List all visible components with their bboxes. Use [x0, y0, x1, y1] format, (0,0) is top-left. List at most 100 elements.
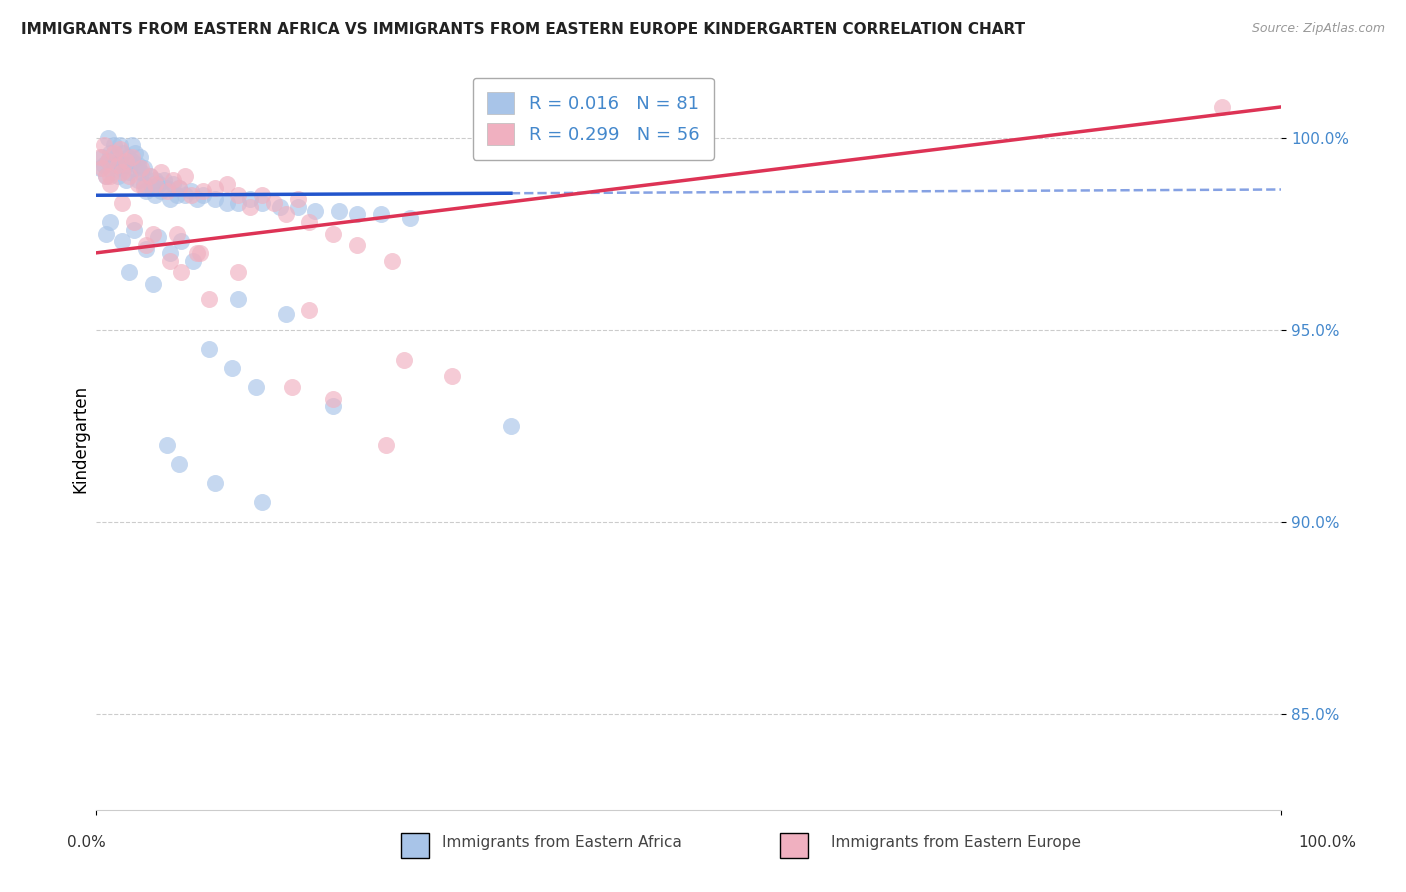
Point	[186, 192, 208, 206]
Point	[118, 169, 141, 183]
Point	[170, 265, 193, 279]
Point	[91, 150, 114, 164]
Point	[132, 161, 155, 176]
Point	[228, 292, 250, 306]
Point	[239, 200, 262, 214]
Point	[93, 157, 115, 171]
Point	[108, 138, 131, 153]
Point	[100, 146, 122, 161]
Point	[114, 173, 136, 187]
Point	[145, 173, 167, 187]
Point	[122, 161, 145, 176]
Point	[375, 438, 398, 452]
Point	[122, 215, 145, 229]
Point	[263, 196, 285, 211]
Point	[174, 188, 197, 202]
Point	[89, 150, 111, 164]
Point	[129, 161, 152, 176]
Point	[152, 173, 174, 187]
Point	[103, 157, 125, 171]
Point	[186, 245, 208, 260]
Point	[274, 207, 297, 221]
Point	[180, 188, 202, 202]
Point	[221, 361, 243, 376]
Point	[269, 200, 291, 214]
Point	[100, 177, 122, 191]
Point	[399, 211, 422, 226]
Point	[118, 265, 141, 279]
Point	[228, 196, 250, 211]
Point	[129, 150, 152, 164]
Point	[167, 180, 190, 194]
Point	[245, 380, 267, 394]
Point	[108, 153, 131, 168]
Point	[89, 161, 111, 176]
Point	[103, 146, 125, 161]
Point	[103, 138, 125, 153]
Text: Source: ZipAtlas.com: Source: ZipAtlas.com	[1251, 22, 1385, 36]
Point	[440, 368, 463, 383]
Point	[167, 180, 190, 194]
Point	[197, 292, 219, 306]
Point	[132, 177, 155, 191]
Point	[166, 227, 188, 241]
Point	[162, 173, 184, 187]
Point	[215, 177, 238, 191]
Text: Immigrants from Eastern Europe: Immigrants from Eastern Europe	[831, 836, 1081, 850]
Point	[121, 150, 143, 164]
Point	[274, 307, 297, 321]
Text: 0.0%: 0.0%	[67, 836, 107, 850]
Point	[121, 138, 143, 153]
Point	[107, 157, 129, 171]
Point	[94, 227, 117, 241]
Point	[111, 161, 134, 176]
Point	[280, 380, 302, 394]
Point	[100, 215, 122, 229]
Point	[298, 303, 321, 318]
Point	[170, 235, 193, 249]
Point	[159, 253, 181, 268]
Point	[287, 200, 309, 214]
Point	[145, 188, 167, 202]
Point	[346, 207, 368, 221]
Point	[111, 196, 134, 211]
Point	[381, 253, 404, 268]
Point	[190, 245, 212, 260]
Point	[97, 130, 120, 145]
Point	[94, 169, 117, 183]
Point	[118, 165, 141, 179]
Y-axis label: Kindergarten: Kindergarten	[72, 385, 89, 493]
Point	[135, 238, 157, 252]
Point	[132, 180, 155, 194]
Point	[322, 227, 344, 241]
Point	[228, 188, 250, 202]
Point	[129, 165, 152, 179]
Legend: R = 0.016   N = 81, R = 0.299   N = 56: R = 0.016 N = 81, R = 0.299 N = 56	[472, 78, 714, 160]
Point	[322, 392, 344, 406]
Point	[146, 230, 169, 244]
Point	[346, 238, 368, 252]
Point	[97, 153, 120, 168]
Point	[93, 138, 115, 153]
Point	[191, 188, 214, 202]
Point	[127, 157, 149, 171]
Point	[215, 196, 238, 211]
Point	[127, 173, 149, 187]
Point	[287, 192, 309, 206]
Point	[499, 418, 522, 433]
Text: Immigrants from Eastern Africa: Immigrants from Eastern Africa	[443, 836, 682, 850]
Point	[91, 161, 114, 176]
Point	[150, 165, 173, 179]
Point	[138, 169, 160, 183]
Point	[228, 265, 250, 279]
Point	[162, 177, 184, 191]
Point	[239, 192, 262, 206]
Point	[183, 253, 205, 268]
Point	[156, 185, 179, 199]
Point	[180, 185, 202, 199]
Point	[159, 245, 181, 260]
Point	[304, 203, 326, 218]
Point	[250, 196, 273, 211]
Point	[100, 169, 122, 183]
Point	[112, 146, 135, 161]
